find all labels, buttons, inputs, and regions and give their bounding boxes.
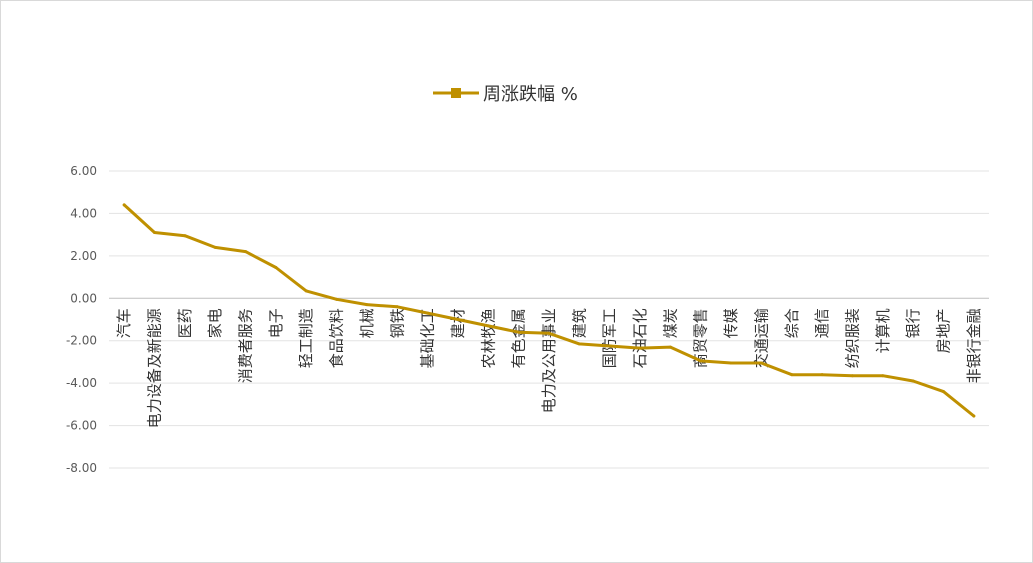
category-labels: 汽车 电力设备及新能源 医药 家电 消费者服务 电子 轻工制造 食品饮料 机械 钢铁 基础化工 建材农… xyxy=(115,308,983,428)
category-label: 银行 xyxy=(904,308,922,338)
category-label: 房地产 xyxy=(934,308,952,353)
category-label: 汽车 xyxy=(115,308,133,338)
category-label: 农林牧渔 xyxy=(479,308,497,368)
data-point xyxy=(304,289,308,293)
data-point xyxy=(790,373,794,377)
legend-label: 周涨跌幅 % xyxy=(483,84,578,105)
data-point xyxy=(153,231,157,235)
category-label: 电子 xyxy=(267,308,285,338)
y-tick-label: -6.00 xyxy=(66,419,97,433)
y-tick-label: -8.00 xyxy=(66,461,97,475)
data-point xyxy=(911,379,915,383)
data-point xyxy=(274,266,278,270)
legend-marker xyxy=(451,88,461,98)
category-label: 基础化工 xyxy=(419,308,437,368)
y-tick-label: 6.00 xyxy=(70,164,97,178)
legend: 周涨跌幅 % xyxy=(433,84,578,105)
category-label: 计算机 xyxy=(874,308,892,353)
data-point xyxy=(881,374,885,378)
category-label: 医药 xyxy=(176,308,194,338)
data-point xyxy=(850,374,854,378)
y-tick-label: -4.00 xyxy=(66,376,97,390)
y-tick-label: 2.00 xyxy=(70,249,97,263)
category-label: 有色金属 xyxy=(510,308,528,368)
data-point xyxy=(486,324,490,328)
data-point xyxy=(547,331,551,335)
category-label: 轻工制造 xyxy=(297,308,315,368)
data-point xyxy=(699,359,703,363)
y-tick-label: -2.00 xyxy=(66,334,97,348)
data-point xyxy=(395,305,399,309)
category-label: 煤炭 xyxy=(661,308,679,338)
data-point xyxy=(456,318,460,321)
category-label: 通信 xyxy=(813,308,831,338)
data-point xyxy=(608,344,612,348)
category-label: 消费者服务 xyxy=(237,308,255,383)
category-label: 交通运输 xyxy=(752,308,770,368)
data-point xyxy=(365,303,369,307)
category-label: 机械 xyxy=(358,308,376,338)
data-point xyxy=(244,250,248,254)
data-point xyxy=(183,234,187,238)
category-label: 食品饮料 xyxy=(328,308,346,368)
category-label: 传媒 xyxy=(722,308,740,338)
series-layer xyxy=(122,203,976,418)
data-point xyxy=(426,311,430,315)
data-point xyxy=(517,330,521,334)
category-label: 国防军工 xyxy=(601,308,619,368)
category-label: 电力设备及新能源 xyxy=(146,308,164,428)
category-label: 石油石化 xyxy=(631,308,649,368)
data-point xyxy=(668,345,672,349)
category-label: 纺织服装 xyxy=(843,308,861,368)
data-point xyxy=(820,373,824,377)
data-point xyxy=(638,346,642,350)
data-point xyxy=(759,361,763,365)
category-label: 电力及公用事业 xyxy=(540,308,558,413)
data-point xyxy=(941,390,945,394)
category-label: 建材 xyxy=(449,308,467,338)
y-tick-label: 0.00 xyxy=(70,291,97,305)
data-point xyxy=(972,414,976,418)
data-point xyxy=(577,342,581,346)
category-label: 家电 xyxy=(206,308,224,338)
data-point xyxy=(122,203,126,207)
category-label: 钢铁 xyxy=(388,308,406,338)
data-point xyxy=(213,245,217,249)
category-label: 商贸零售 xyxy=(692,308,710,368)
category-label: 建筑 xyxy=(570,308,588,338)
category-label: 综合 xyxy=(783,308,801,338)
y-axis-tick-labels: 6.00 4.00 2.00 0.00 -2.00 -4.00 -6.00 -8.00 xyxy=(66,164,97,475)
category-label: 非银行金融 xyxy=(965,308,983,383)
y-tick-label: 4.00 xyxy=(70,206,97,220)
data-point xyxy=(729,361,733,365)
data-point xyxy=(335,297,339,301)
